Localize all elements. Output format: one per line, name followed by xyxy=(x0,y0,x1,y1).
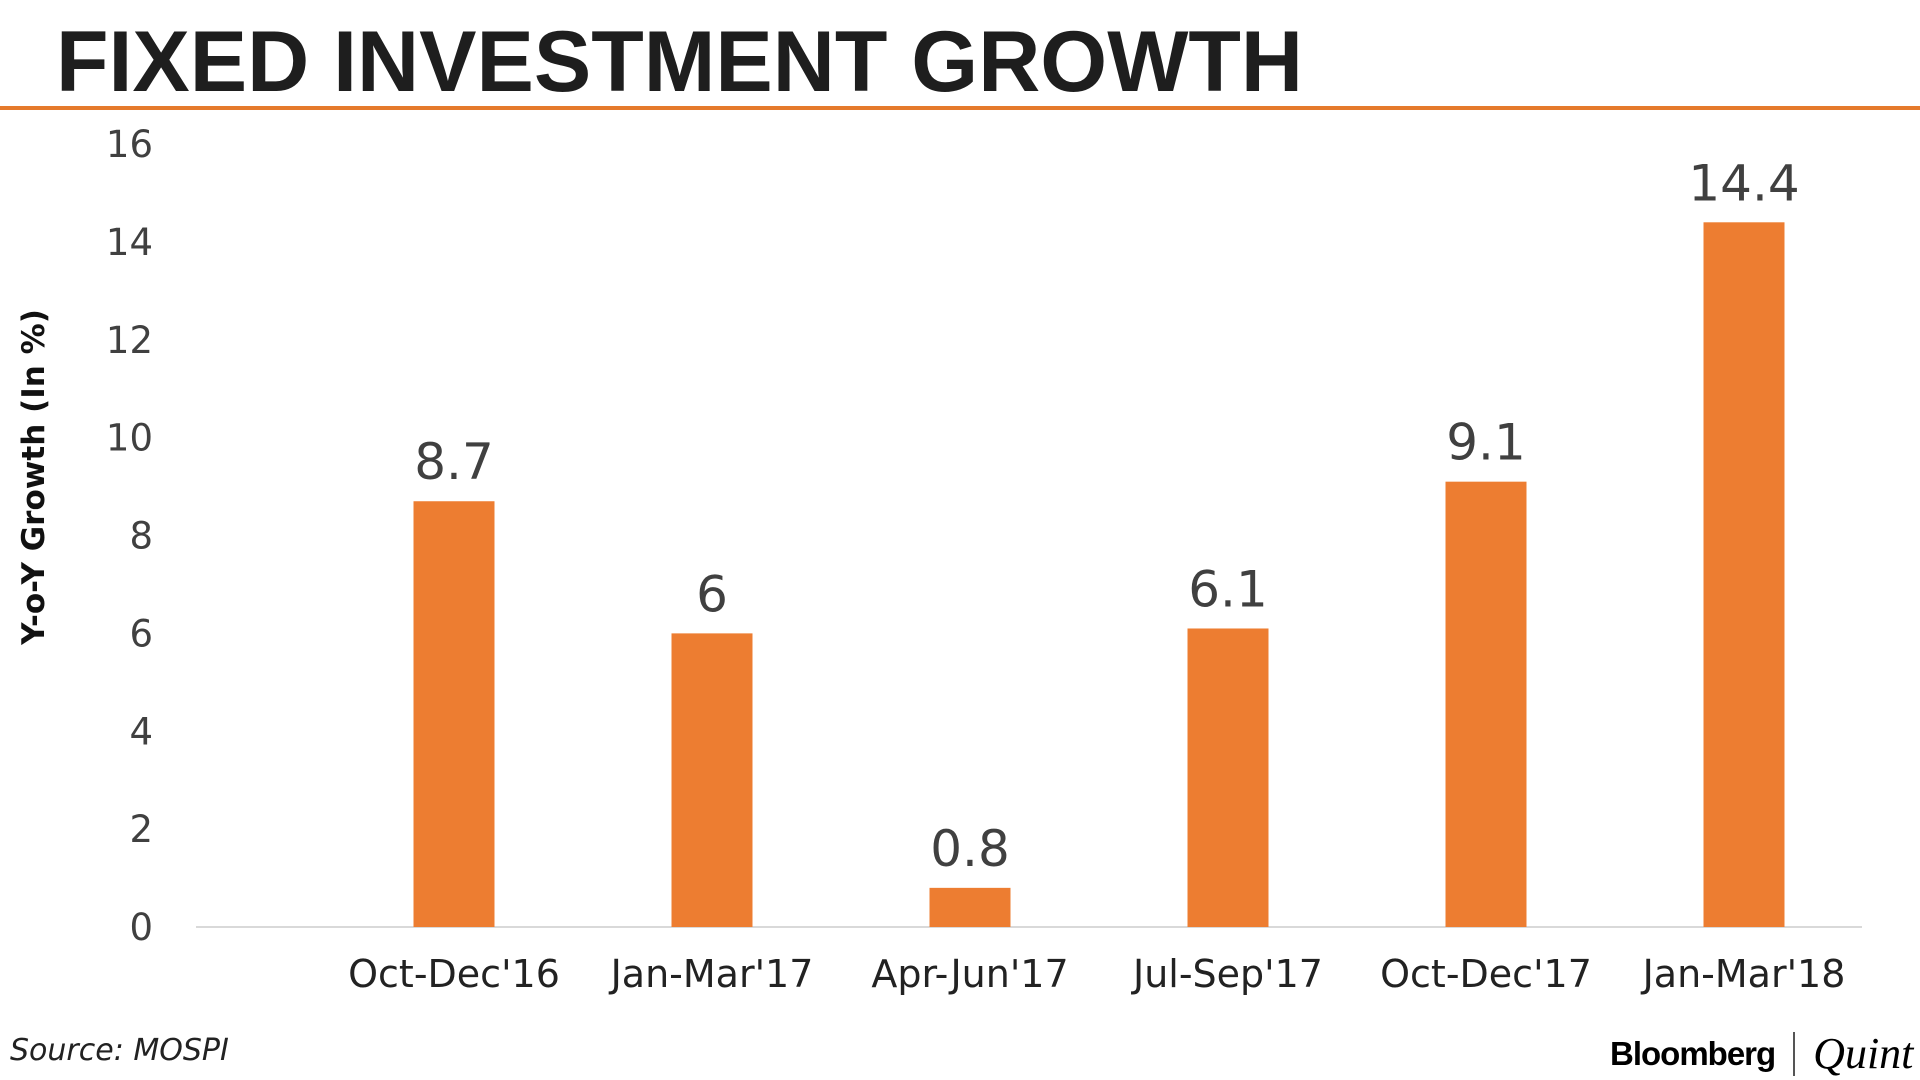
logo-sub: Quint xyxy=(1813,1029,1914,1078)
y-axis-title: Y-o-Y Growth (In %) xyxy=(16,309,52,645)
bar xyxy=(1445,481,1527,927)
bloomberg-quint-logo: Bloomberg Quint xyxy=(1610,1028,1913,1079)
data-label: 9.1 xyxy=(1446,414,1526,472)
bar xyxy=(929,887,1011,927)
y-tick-label: 4 xyxy=(129,710,153,753)
x-tick-label: Oct-Dec'16 xyxy=(348,952,560,996)
logo-separator xyxy=(1793,1031,1796,1076)
data-label: 14.4 xyxy=(1688,154,1799,212)
x-tick-label: Jan-Mar'18 xyxy=(1641,952,1846,996)
x-tick-label: Apr-Jun'17 xyxy=(871,952,1068,996)
y-tick-label: 16 xyxy=(106,123,153,166)
data-label: 0.8 xyxy=(930,820,1010,878)
bar xyxy=(1187,628,1269,927)
y-tick-label: 8 xyxy=(129,515,153,558)
x-tick-label: Jul-Sep'17 xyxy=(1131,952,1323,996)
x-tick-label: Oct-Dec'17 xyxy=(1380,952,1592,996)
bar xyxy=(1703,222,1785,928)
data-label: 8.7 xyxy=(414,433,494,491)
x-tick-label: Jan-Mar'17 xyxy=(609,952,814,996)
bar xyxy=(413,501,495,927)
title-divider xyxy=(0,106,1920,110)
bar xyxy=(671,633,753,927)
y-tick-label: 14 xyxy=(106,221,153,264)
y-tick-label: 6 xyxy=(129,612,153,655)
y-tick-label: 2 xyxy=(129,808,153,851)
data-label: 6 xyxy=(696,565,728,623)
chart-title: FIXED INVESTMENT GROWTH xyxy=(56,14,1303,110)
logo-brand: Bloomberg xyxy=(1610,1034,1776,1072)
y-tick-label: 0 xyxy=(129,906,153,949)
y-tick-label: 12 xyxy=(106,319,153,362)
source-note: Source: MOSPI xyxy=(10,1033,229,1068)
data-label: 6.1 xyxy=(1188,560,1268,618)
y-tick-label: 10 xyxy=(106,417,153,460)
